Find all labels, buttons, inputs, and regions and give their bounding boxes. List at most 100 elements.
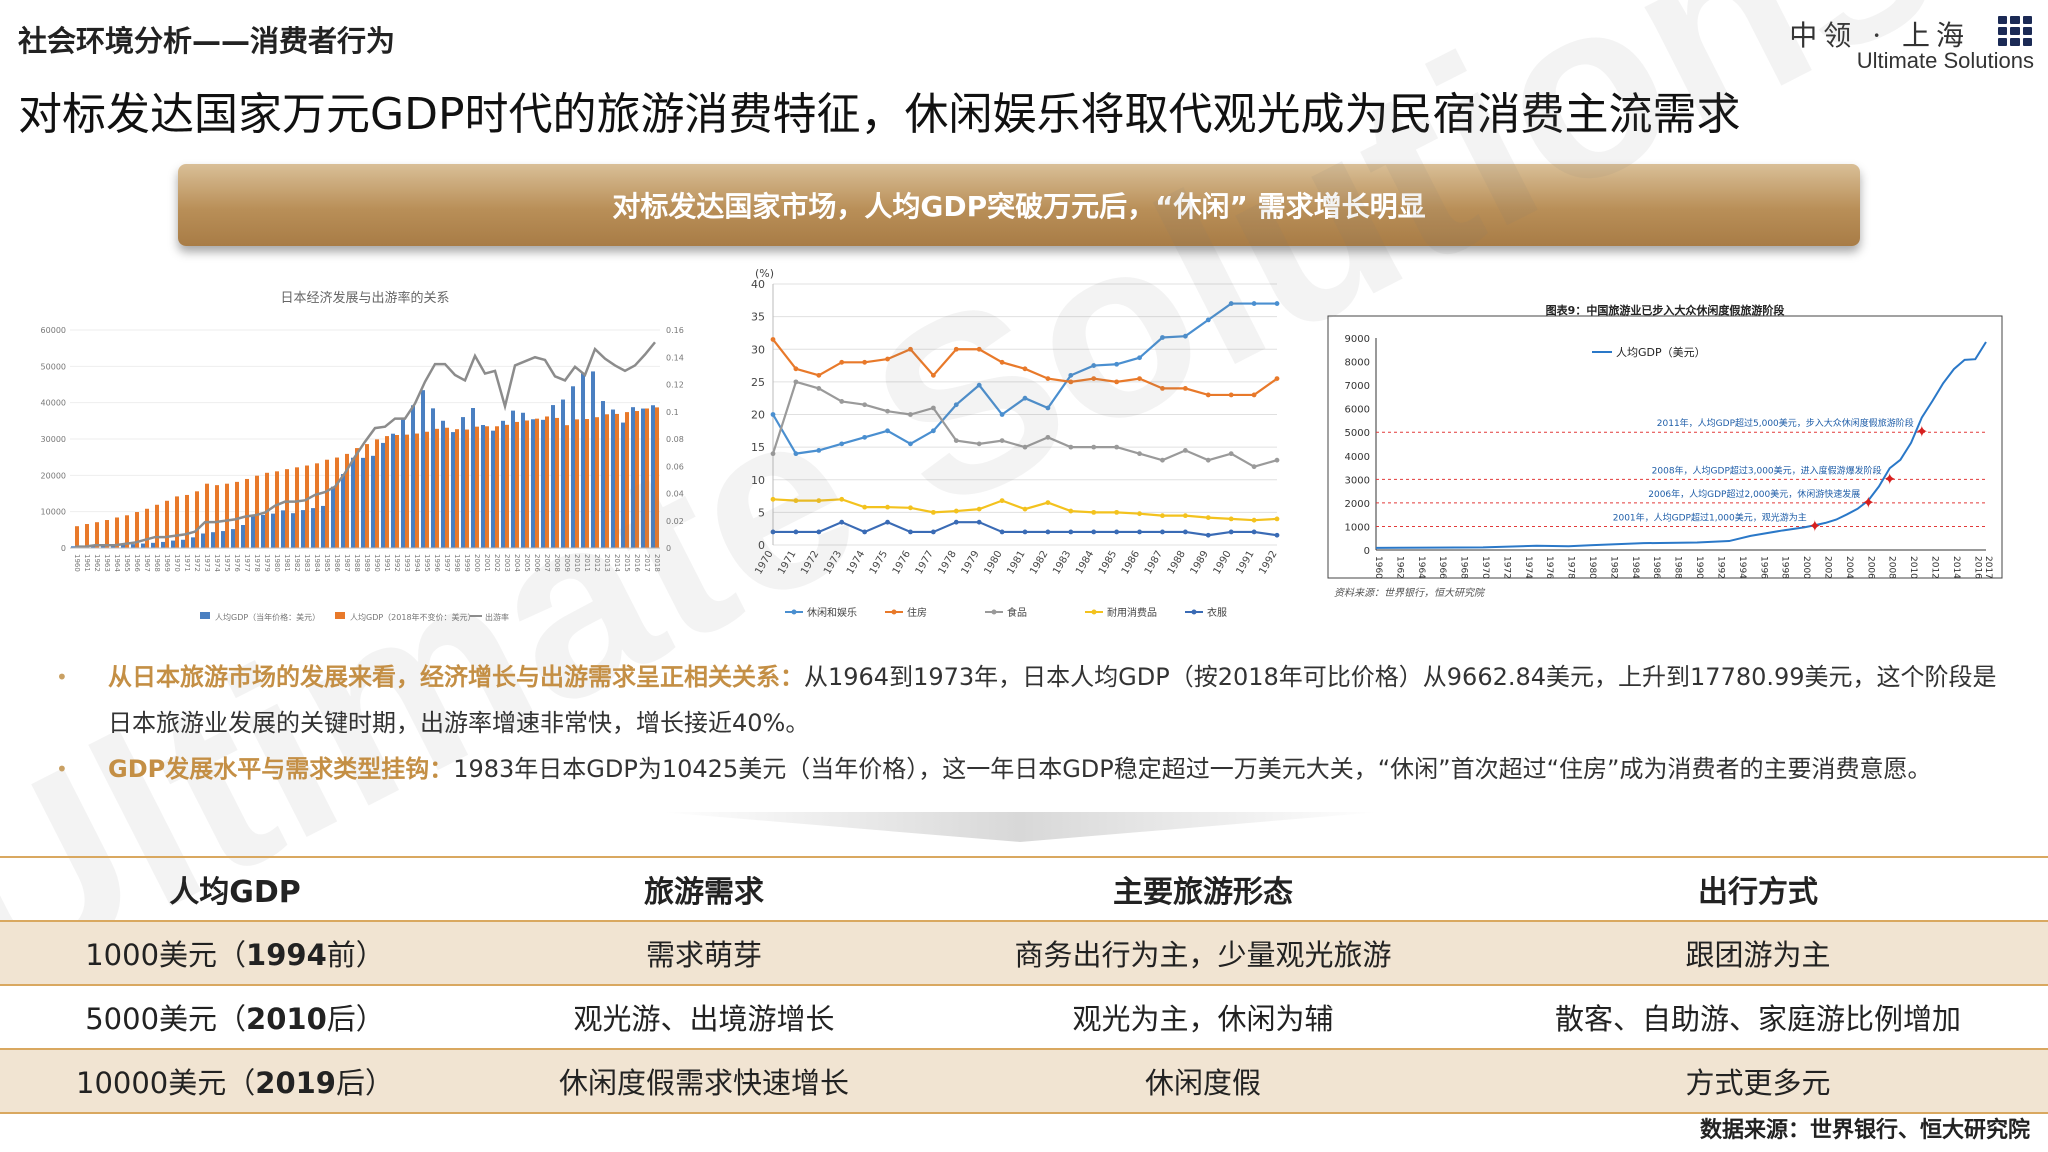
series-point (999, 412, 1005, 417)
bar-gdp-constant (175, 496, 179, 548)
bar-gdp-constant (415, 433, 419, 548)
logo-en: Ultimate Solutions (1856, 48, 2034, 73)
series-point (1137, 355, 1142, 361)
bar-gdp-current (201, 533, 205, 548)
bar-gdp-current (301, 510, 305, 548)
bar-gdp-constant (435, 428, 439, 548)
y-tick-label: 60000 (41, 326, 66, 335)
series-point (839, 496, 845, 502)
bar-gdp-current (171, 540, 175, 548)
x-tick-label: 1979 (263, 554, 271, 572)
series-point (885, 408, 890, 414)
x-tick-label: 1978 (1566, 556, 1576, 579)
bar-gdp-constant (555, 417, 559, 548)
x-tick-label: 1987 (343, 554, 351, 572)
x-tick-label: 1982 (1028, 549, 1050, 577)
legend-swatch (335, 612, 345, 619)
bar-gdp-current (321, 505, 325, 548)
bar-gdp-current (481, 425, 485, 548)
table-cell-gdp: 10000美元（2019后） (76, 1066, 394, 1100)
x-tick-label: 1985 (323, 554, 331, 572)
series-point (1068, 444, 1074, 450)
table-cell-gdp: 5000美元（2010后） (85, 1002, 385, 1036)
x-tick-label: 2002 (493, 554, 501, 572)
bar-gdp-constant (585, 419, 589, 548)
bar-gdp-current (461, 417, 465, 548)
bar-gdp-constant (375, 439, 379, 548)
bar-gdp-constant (425, 431, 429, 548)
table-cell-gdp: 1000美元（1994前） (85, 938, 385, 972)
bar-gdp-current (451, 432, 455, 548)
legend-label: 人均GDP（2018年不变价：美元） (350, 612, 476, 622)
x-tick-label: 1984 (1630, 556, 1640, 579)
bar-gdp-current (211, 532, 215, 548)
series-point (908, 529, 913, 535)
bar-gdp-constant (95, 522, 99, 548)
x-tick-label: 2013 (603, 554, 611, 572)
series-point (862, 504, 868, 510)
annotation-label: 2006年，人均GDP超过2,000美元，休闲游快速发展 (1648, 488, 1860, 500)
bullet-text: 从1964到1973年，日本人均GDP（按2018年可比价格）从9662.84美… (108, 663, 1997, 737)
bar-gdp-current (281, 510, 285, 548)
bar-gdp-constant (235, 481, 239, 548)
bar-gdp-constant (315, 463, 319, 548)
x-tick-label: 1980 (1587, 556, 1597, 579)
x-tick-label: 1984 (1074, 549, 1096, 577)
x-tick-label: 1993 (403, 554, 411, 572)
x-tick-label: 2018 (653, 554, 661, 572)
chart-frame (1327, 315, 2003, 579)
table-header-travel: 出行方式 (1698, 875, 1818, 910)
y-tick-label: 20000 (41, 471, 66, 480)
table-header-row: 人均GDP 旅游需求 主要旅游形态 出行方式 (0, 856, 2048, 922)
x-tick-label: 1991 (383, 554, 391, 572)
bar-gdp-current (561, 399, 565, 548)
comparison-table: 人均GDP 旅游需求 主要旅游形态 出行方式 1000美元（1994前） 需求萌… (0, 856, 2048, 1114)
annotation-label: 2001年，人均GDP超过1,000美元，观光游为主 (1613, 511, 1807, 523)
table-cell-travel: 散客、自助游、家庭游比例增加 (1554, 1002, 1961, 1036)
y-tick-label: 0 (1364, 546, 1370, 557)
bar-gdp-current (611, 409, 615, 548)
series-point (770, 496, 776, 502)
y-tick-label: 30 (751, 343, 765, 356)
x-tick-label: 1988 (353, 554, 361, 572)
bullet-item: • 从日本旅游市场的发展来看，经济增长与出游需求呈正相关关系：从1964到197… (56, 654, 2016, 746)
x-tick-label: 1962 (93, 554, 101, 572)
x-tick-label: 1990 (1212, 549, 1234, 577)
bar-gdp-constant (205, 483, 209, 548)
bar-gdp-constant (275, 471, 279, 548)
bar-gdp-constant (105, 520, 109, 548)
x-tick-label: 1964 (113, 554, 121, 572)
bar-gdp-constant (595, 417, 599, 548)
x-tick-label: 2004 (513, 554, 521, 572)
series-point (770, 529, 776, 535)
x-tick-label: 1984 (313, 554, 321, 572)
bar-gdp-constant (495, 426, 499, 548)
bar-gdp-constant (525, 420, 529, 548)
bar-gdp-current (491, 430, 495, 548)
series-point (999, 529, 1005, 535)
x-tick-label: 1987 (1143, 549, 1165, 577)
series-point (793, 498, 799, 504)
x-tick-label: 1974 (1523, 556, 1533, 579)
series-point (930, 529, 936, 535)
x-tick-label: 2015 (623, 554, 631, 572)
bar-gdp-current (621, 422, 625, 548)
x-tick-label: 1985 (1097, 549, 1119, 577)
bar-gdp-constant (365, 444, 369, 548)
legend-label: 衣服 (1207, 606, 1227, 619)
bar-gdp-constant (635, 411, 639, 548)
x-tick-label: 1967 (143, 554, 151, 572)
series-point (862, 529, 868, 535)
x-tick-label: 1981 (1005, 549, 1027, 577)
bar-gdp-current (161, 541, 165, 548)
bar-gdp-current (151, 542, 155, 548)
bar-gdp-current (121, 544, 125, 548)
x-tick-label: 2007 (543, 554, 551, 572)
bar-gdp-constant (465, 429, 469, 548)
bullet-key: 从日本旅游市场的发展来看，经济增长与出游需求呈正相关关系： (108, 663, 804, 691)
y-tick-label: 8000 (1345, 358, 1370, 369)
series-point (953, 438, 959, 443)
bar-gdp-current (651, 405, 655, 548)
table-cell-demand: 需求萌芽 (645, 938, 762, 972)
bar-gdp-constant (395, 435, 399, 548)
